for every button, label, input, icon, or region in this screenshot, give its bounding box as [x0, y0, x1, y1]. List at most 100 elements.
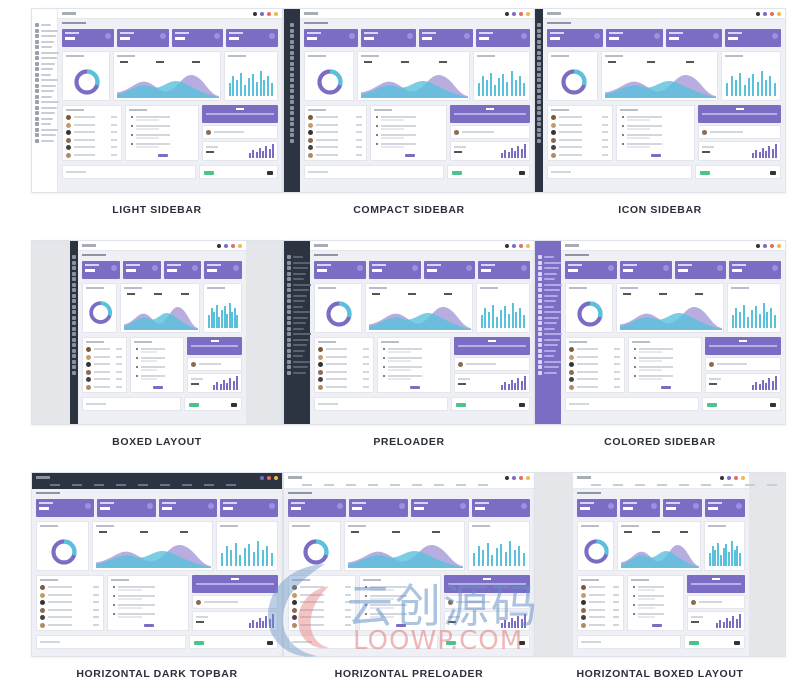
activity-text	[388, 375, 422, 377]
bar-chart-bar	[494, 85, 497, 96]
sidebar-item	[544, 316, 559, 319]
stat-label	[222, 502, 237, 504]
bar-chart-bar	[485, 79, 488, 96]
mini-bar	[771, 149, 774, 158]
bar-chart-bar	[259, 70, 262, 96]
mini-bar	[524, 614, 527, 628]
bar-chart-bar	[221, 310, 224, 328]
stat-icon	[650, 503, 657, 509]
activity-text	[117, 613, 155, 615]
mini-bar-label	[691, 616, 704, 618]
activity-card	[358, 575, 442, 631]
member-name	[48, 623, 72, 626]
stat-value	[481, 269, 492, 272]
sidebar-icon	[290, 56, 294, 60]
stat-value	[580, 507, 590, 510]
layout-thumbnail[interactable]	[534, 240, 786, 425]
status-button	[518, 641, 525, 645]
layout-thumbnail[interactable]	[534, 8, 786, 193]
donut-card	[288, 521, 342, 571]
activity-text	[381, 134, 416, 136]
sidebar-icon	[72, 370, 76, 375]
status-badge	[203, 171, 214, 175]
card-title	[730, 287, 749, 289]
member-meta	[363, 378, 370, 380]
sidebar-icon	[290, 122, 294, 126]
sidebar-icon	[72, 365, 76, 369]
stat-value	[174, 37, 185, 40]
stat-label	[426, 264, 441, 266]
sidebar-icon	[72, 337, 76, 342]
orders-text	[581, 641, 601, 643]
sidebar-item	[41, 112, 55, 114]
status-card	[198, 165, 278, 179]
activity-dot	[621, 116, 624, 118]
stat-icon	[459, 503, 466, 509]
area-stat-value	[622, 293, 631, 295]
sidebar-icon	[290, 111, 294, 115]
stat-value	[166, 269, 177, 272]
page-title	[288, 492, 312, 494]
comment-card	[192, 595, 278, 609]
mini-bar	[524, 144, 527, 158]
sidebar-item	[41, 134, 56, 136]
logo	[36, 476, 50, 479]
promo-title	[231, 578, 239, 580]
sidebar-icon	[538, 277, 542, 281]
status-card	[184, 397, 242, 411]
area-stat-value	[443, 293, 452, 295]
layout-thumbnail[interactable]	[283, 8, 535, 193]
bar-chart-bar	[725, 544, 728, 566]
stat-icon	[466, 265, 473, 271]
sidebar-item	[544, 311, 561, 313]
sidebar-icon	[537, 111, 541, 115]
member-name	[577, 370, 599, 373]
sidebar-item	[41, 123, 51, 125]
sidebar-icon	[72, 266, 76, 270]
member-name	[326, 348, 348, 350]
sidebar-icon	[537, 45, 541, 49]
layout-thumbnail[interactable]	[283, 472, 535, 657]
top-menu-item	[226, 484, 236, 486]
bar-chart-bar	[232, 76, 235, 96]
activity-sub	[369, 616, 395, 618]
activity-button	[158, 154, 169, 157]
sidebar-icon	[72, 359, 76, 364]
bar-chart-bar	[228, 302, 231, 328]
bar-chart-bar	[733, 549, 736, 566]
stat-label	[421, 32, 436, 34]
area-stat-value	[658, 293, 667, 295]
member-meta	[111, 153, 118, 156]
topbar-icon	[519, 12, 523, 16]
member-meta	[363, 363, 370, 365]
promo-text	[702, 113, 777, 115]
bar-chart-card	[475, 283, 530, 333]
member-name	[559, 138, 582, 141]
activity-sub	[117, 607, 143, 609]
bar-chart-card	[223, 51, 278, 101]
member-avatar	[569, 347, 574, 352]
bar-chart-bar	[236, 315, 239, 328]
layout-thumbnail[interactable]	[283, 240, 535, 425]
member-avatar	[308, 145, 313, 150]
bar-chart-bar	[519, 308, 522, 328]
comment-text	[699, 601, 723, 603]
activity-text	[626, 143, 663, 145]
activity-dot	[633, 613, 636, 615]
stat-value	[371, 269, 382, 272]
sidebar-icon	[538, 299, 542, 303]
stat-card	[423, 261, 476, 279]
layout-thumbnail[interactable]	[31, 472, 283, 657]
member-name	[94, 370, 110, 373]
mini-bar-card	[698, 141, 781, 161]
activity-dot	[376, 125, 379, 127]
member-meta	[111, 146, 118, 148]
member-meta	[614, 378, 621, 380]
layout-thumbnail[interactable]	[31, 8, 283, 193]
mini-bar-label	[708, 378, 721, 380]
layout-thumbnail[interactable]	[31, 240, 283, 425]
activity-sub	[388, 351, 411, 353]
top-menu-item	[94, 484, 104, 486]
stat-value	[352, 507, 363, 510]
layout-thumbnail[interactable]	[534, 472, 786, 657]
